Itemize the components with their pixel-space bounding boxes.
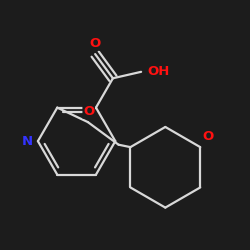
Text: O: O [90, 37, 101, 50]
Text: O: O [202, 130, 213, 143]
Text: OH: OH [148, 64, 170, 78]
Text: N: N [22, 135, 33, 148]
Text: O: O [83, 105, 94, 118]
